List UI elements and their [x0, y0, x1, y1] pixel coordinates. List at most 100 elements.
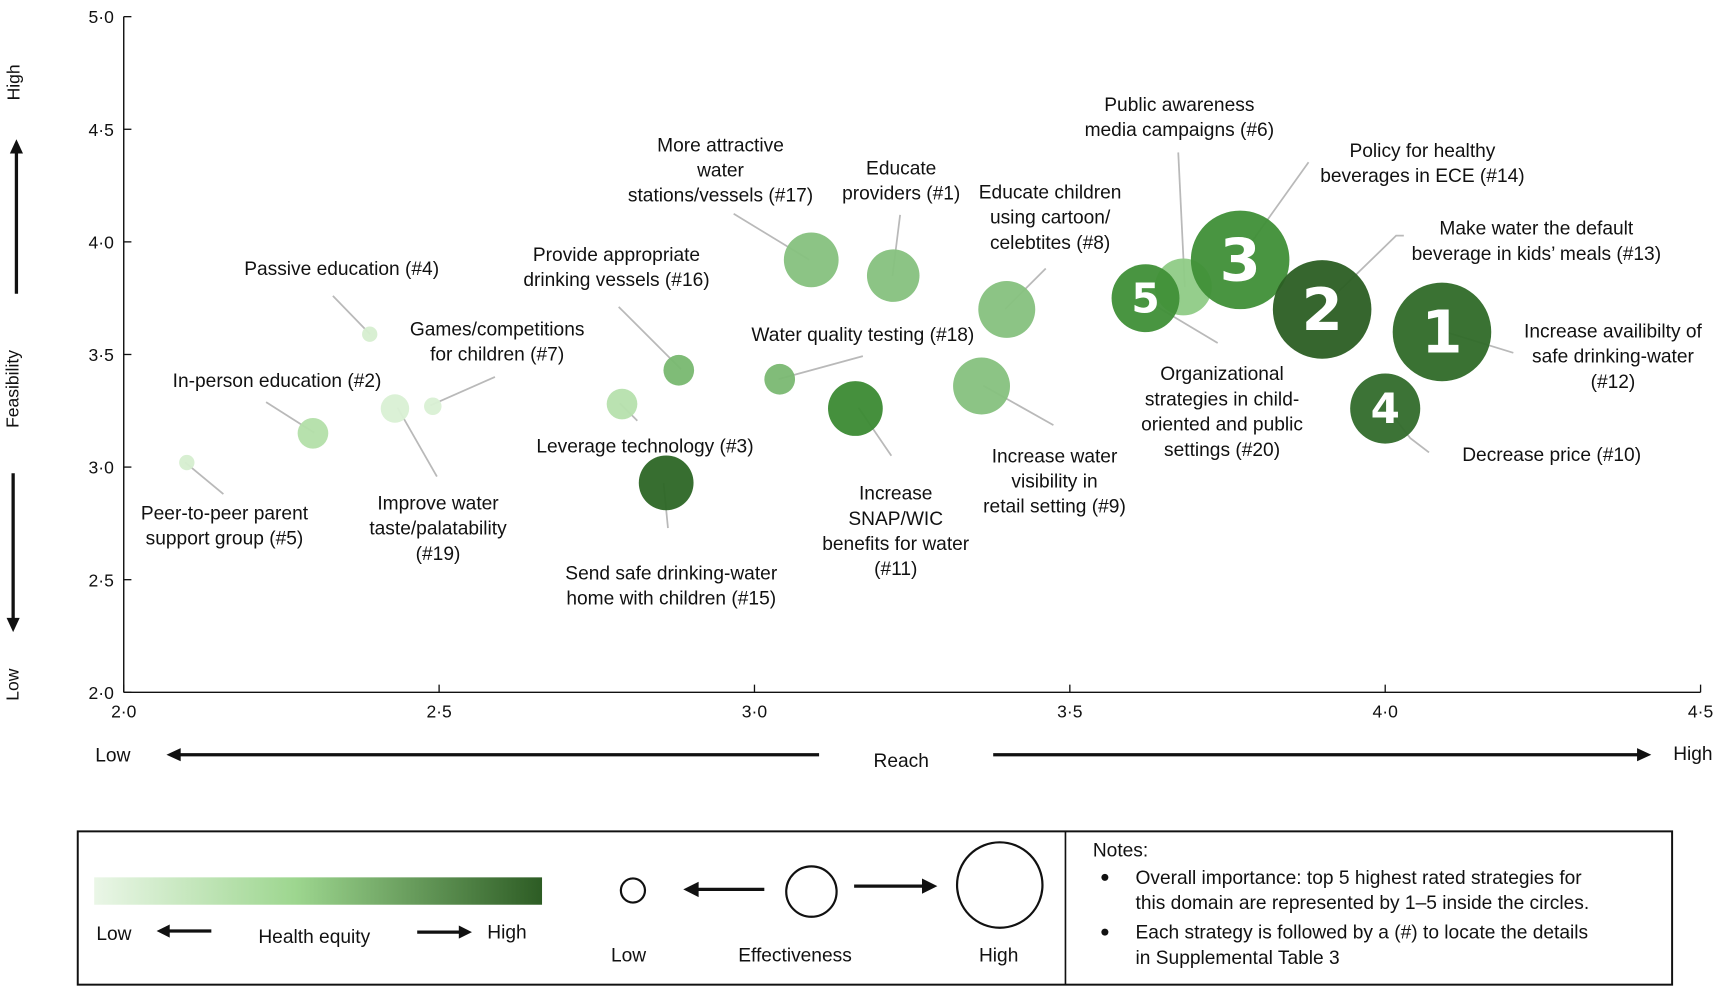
- strategy-label-line: oriented and public: [1141, 415, 1303, 436]
- strategy-label-line: Games/competitions: [410, 319, 585, 340]
- bubble-mark: [663, 354, 695, 386]
- strategy-label-line: using cartoon/: [990, 208, 1111, 229]
- strategy-label-line: visibility in: [1011, 472, 1097, 493]
- bubble-strategy-13: 2: [1272, 260, 1372, 359]
- bubble-mark: [953, 357, 1011, 415]
- x-tick-label: 2·0: [111, 701, 137, 721]
- strategy-label-line: home with children (#15): [566, 589, 776, 610]
- strategy-label: Increase availibilty of safe drinking-wat…: [1524, 322, 1702, 393]
- strategy-label-line: Passive education (#4): [244, 259, 439, 280]
- strategy-label-line: water: [696, 161, 744, 182]
- strategy-label-line: Decrease price (#10): [1462, 445, 1641, 466]
- effectiveness-right-arrow: [854, 878, 938, 894]
- bubble-strategy-3: [606, 388, 638, 420]
- note-line: this domain are represented by 1–5 insid…: [1136, 893, 1590, 914]
- strategy-label-line: More attractive: [657, 135, 784, 156]
- strategy-label: Water quality testing (#18): [751, 325, 974, 346]
- bubble-strategy-7: [424, 397, 442, 416]
- bubble-mark: [362, 326, 378, 342]
- strategy-label-line: Public awareness: [1104, 95, 1254, 116]
- strategy-label: Policy for healthy beverages in ECE (#14): [1320, 141, 1524, 187]
- bullet-icon: [1101, 928, 1109, 936]
- strategy-label-line: (#19): [416, 544, 461, 565]
- y-low-label: Low: [3, 668, 23, 700]
- effectiveness-low-label: Low: [611, 946, 646, 967]
- strategy-label: Games/competitions for children (#7): [410, 319, 585, 365]
- strategy-label-line: SNAP/WIC: [848, 509, 943, 530]
- bubble-strategy-12: 1: [1392, 282, 1492, 382]
- bubble-strategy-5: [179, 454, 195, 471]
- bubble-mark: [179, 454, 195, 471]
- strategy-label: Peer-to-peer parent support group (#5): [141, 503, 309, 549]
- strategy-label-line: Provide appropriate: [533, 245, 700, 266]
- strategy-label-line: Improve water: [377, 493, 499, 514]
- strategy-label: Increase SNAP/WIC benefits for water (#11): [822, 484, 970, 581]
- bubble-mark: [1111, 264, 1180, 333]
- bubble-mark: [783, 232, 839, 288]
- effectiveness-mid-circle: [785, 865, 838, 918]
- bubble-strategy-11: [828, 381, 883, 436]
- bubble-strategy-19: [380, 394, 410, 423]
- bubble-mark: [1350, 373, 1421, 444]
- strategy-label: In-person education (#2): [173, 371, 382, 392]
- x-tick-label: 4·0: [1373, 701, 1399, 721]
- equity-title: Health equity: [258, 927, 370, 948]
- bubble-strategy-20: 5: [1111, 264, 1180, 333]
- bubble-mark: [424, 397, 442, 416]
- x-axis-label: Reach: [874, 751, 929, 772]
- strategy-label: Decrease price (#10): [1462, 445, 1641, 466]
- y-tick-label: 4·0: [89, 232, 115, 252]
- strategy-label-line: stations/vessels (#17): [628, 186, 813, 207]
- bubble-mark: [638, 455, 694, 511]
- strategy-label: Leverage technology (#3): [536, 436, 753, 457]
- equity-left-arrow: [156, 924, 212, 938]
- strategy-label-line: Make water the default: [1439, 219, 1633, 240]
- rank-number: 1: [1421, 298, 1462, 367]
- strategy-label-line: celebtites (#8): [990, 233, 1110, 254]
- legend: Low Health equity High Low Effectiveness…: [76, 830, 1674, 986]
- bubble-strategy-4: [362, 326, 378, 342]
- strategy-label-line: benefits for water: [822, 534, 970, 555]
- strategy-label-line: for children (#7): [430, 345, 564, 366]
- strategy-label-line: Increase: [859, 484, 932, 505]
- strategy-label: More attractive water stations/vessels (#1…: [628, 135, 813, 206]
- effectiveness-high-circle: [955, 841, 1044, 929]
- strategy-label-line: safe drinking-water: [1532, 347, 1694, 368]
- x-tick-label: 3·0: [742, 701, 768, 721]
- strategy-label-line: (#12): [1591, 372, 1636, 393]
- strategy-label: Increase water visibility in retail settin…: [983, 446, 1126, 517]
- y-tick-label: 2·0: [89, 683, 115, 703]
- y-tick-label: 3·5: [89, 345, 114, 365]
- strategy-label: Educate providers (#1): [842, 158, 960, 204]
- x-tick-label: 3·5: [1057, 701, 1082, 721]
- x-low-label: Low: [95, 745, 130, 766]
- x-right-arrow: [993, 748, 1652, 762]
- note-line: Overall importance: top 5 highest rated …: [1136, 868, 1583, 889]
- note-text: Overall importance: top 5 highest rated …: [1136, 868, 1590, 914]
- note-line: Each strategy is followed by a (#) to lo…: [1136, 923, 1589, 944]
- x-tick-label: 2·5: [426, 701, 451, 721]
- y-high-label: High: [4, 64, 24, 100]
- rank-number: 5: [1131, 274, 1159, 322]
- strategy-label-line: providers (#1): [842, 184, 960, 205]
- y-tick-label: 3·0: [89, 458, 115, 478]
- strategy-label: Passive education (#4): [244, 259, 439, 280]
- bullet-icon: [1101, 873, 1109, 881]
- strategy-label: Educate children using cartoon/celebtites…: [979, 182, 1122, 253]
- bubble-mark: [1190, 210, 1290, 310]
- bubble-strategy-2: [297, 417, 329, 449]
- equity-high-label: High: [487, 923, 526, 944]
- bubble-strategy-18: [764, 363, 796, 395]
- y-axis-label: Feasibility: [3, 350, 23, 428]
- effectiveness-low-circle: [619, 877, 647, 904]
- note-text: Each strategy is followed by a (#) to lo…: [1136, 923, 1589, 969]
- rank-number: 4: [1371, 384, 1400, 433]
- y-up-arrow: [9, 139, 23, 294]
- bubble-mark: [828, 381, 883, 436]
- bubble-mark: [978, 280, 1036, 338]
- bubble-strategy-8: [978, 280, 1036, 338]
- effectiveness-title: Effectiveness: [738, 946, 852, 967]
- strategy-label-line: Educate children: [979, 182, 1122, 203]
- x-high-label: High: [1673, 744, 1712, 765]
